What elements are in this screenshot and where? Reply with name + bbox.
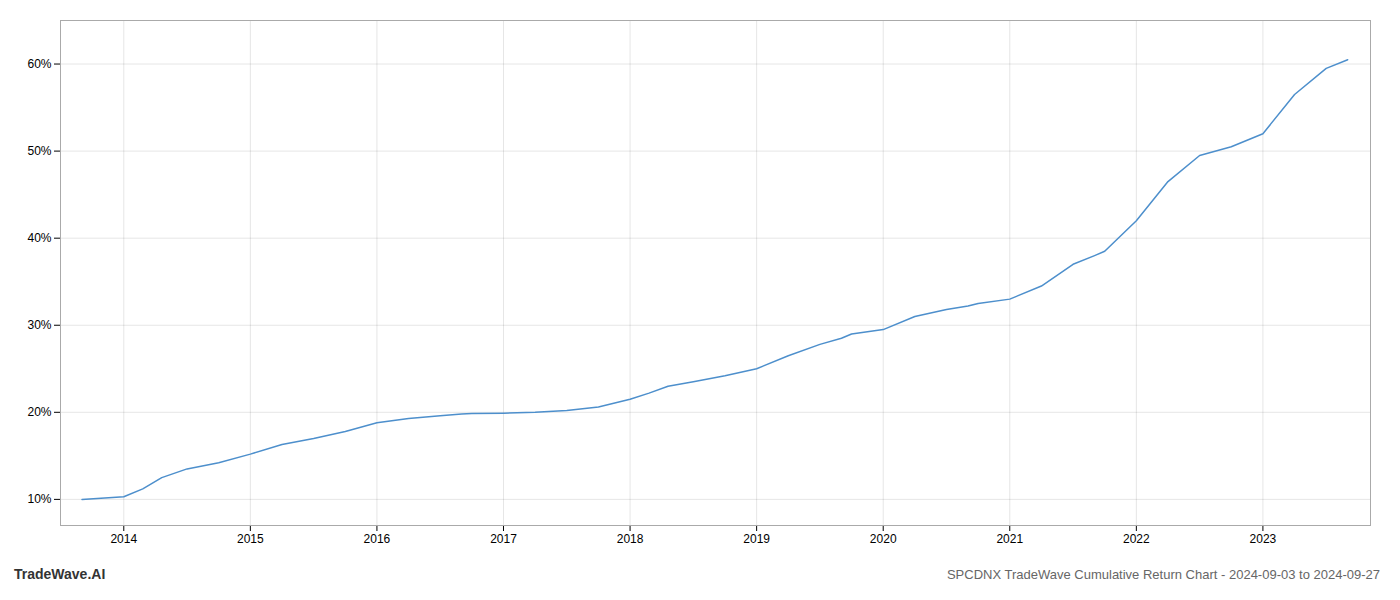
- svg-text:2016: 2016: [364, 532, 391, 546]
- svg-text:2022: 2022: [1123, 532, 1150, 546]
- svg-text:2020: 2020: [870, 532, 897, 546]
- svg-text:2015: 2015: [237, 532, 264, 546]
- svg-text:2017: 2017: [490, 532, 517, 546]
- svg-text:60%: 60%: [27, 57, 51, 71]
- svg-text:2019: 2019: [743, 532, 770, 546]
- html-text:TradeWave.AI: TradeWave.AI: [14, 566, 106, 582]
- svg-text:2021: 2021: [996, 532, 1023, 546]
- svg-text:2018: 2018: [617, 532, 644, 546]
- svg-text:20%: 20%: [27, 405, 51, 419]
- html-text:SPCDNX TradeWave Cumulative Re: SPCDNX TradeWave Cumulative Return Chart…: [946, 567, 1380, 582]
- svg-text:10%: 10%: [27, 492, 51, 506]
- svg-text:50%: 50%: [27, 144, 51, 158]
- svg-text:2014: 2014: [110, 532, 137, 546]
- svg-text:40%: 40%: [27, 231, 51, 245]
- svg-text:2023: 2023: [1250, 532, 1277, 546]
- svg-text:30%: 30%: [27, 318, 51, 332]
